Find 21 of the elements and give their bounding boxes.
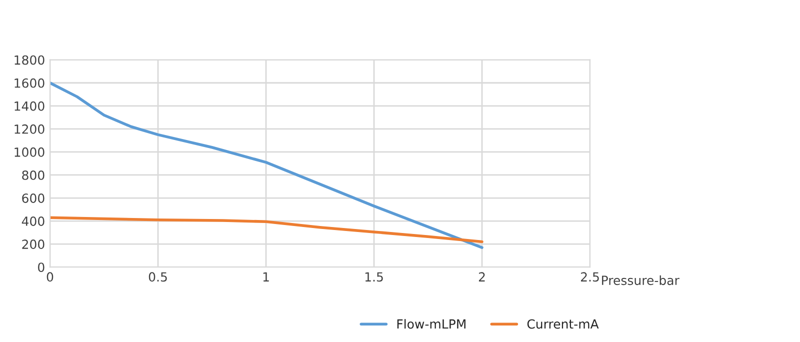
x-tick-label: 2.5 [580, 272, 599, 282]
y-tick-label: 0 [38, 262, 44, 272]
y-tick-label: 800 [22, 170, 44, 180]
x-tick-label: 0.5 [148, 272, 167, 282]
x-axis-title: Pressure-bar [602, 275, 680, 286]
x-tick-label: 0 [46, 272, 54, 282]
y-tick-label: 1200 [14, 124, 44, 134]
line-series [50, 81, 484, 249]
y-tick-label: 600 [22, 193, 44, 203]
x-tick-label: 2 [478, 272, 485, 282]
y-tick-label: 400 [22, 216, 44, 226]
y-tick-label: 200 [22, 240, 44, 249]
legend-label: Flow-mLPM [397, 319, 466, 329]
y-tick-label: 1600 [14, 78, 44, 88]
legend-label: Current-mA [527, 319, 599, 329]
x-tick-label: 1.5 [365, 272, 383, 282]
y-tick-label: 1800 [14, 55, 44, 65]
y-tick-label: 1000 [14, 147, 44, 157]
line-series [50, 216, 484, 244]
y-tick-label: 1400 [14, 101, 44, 111]
x-tick-label: 1 [263, 272, 269, 282]
